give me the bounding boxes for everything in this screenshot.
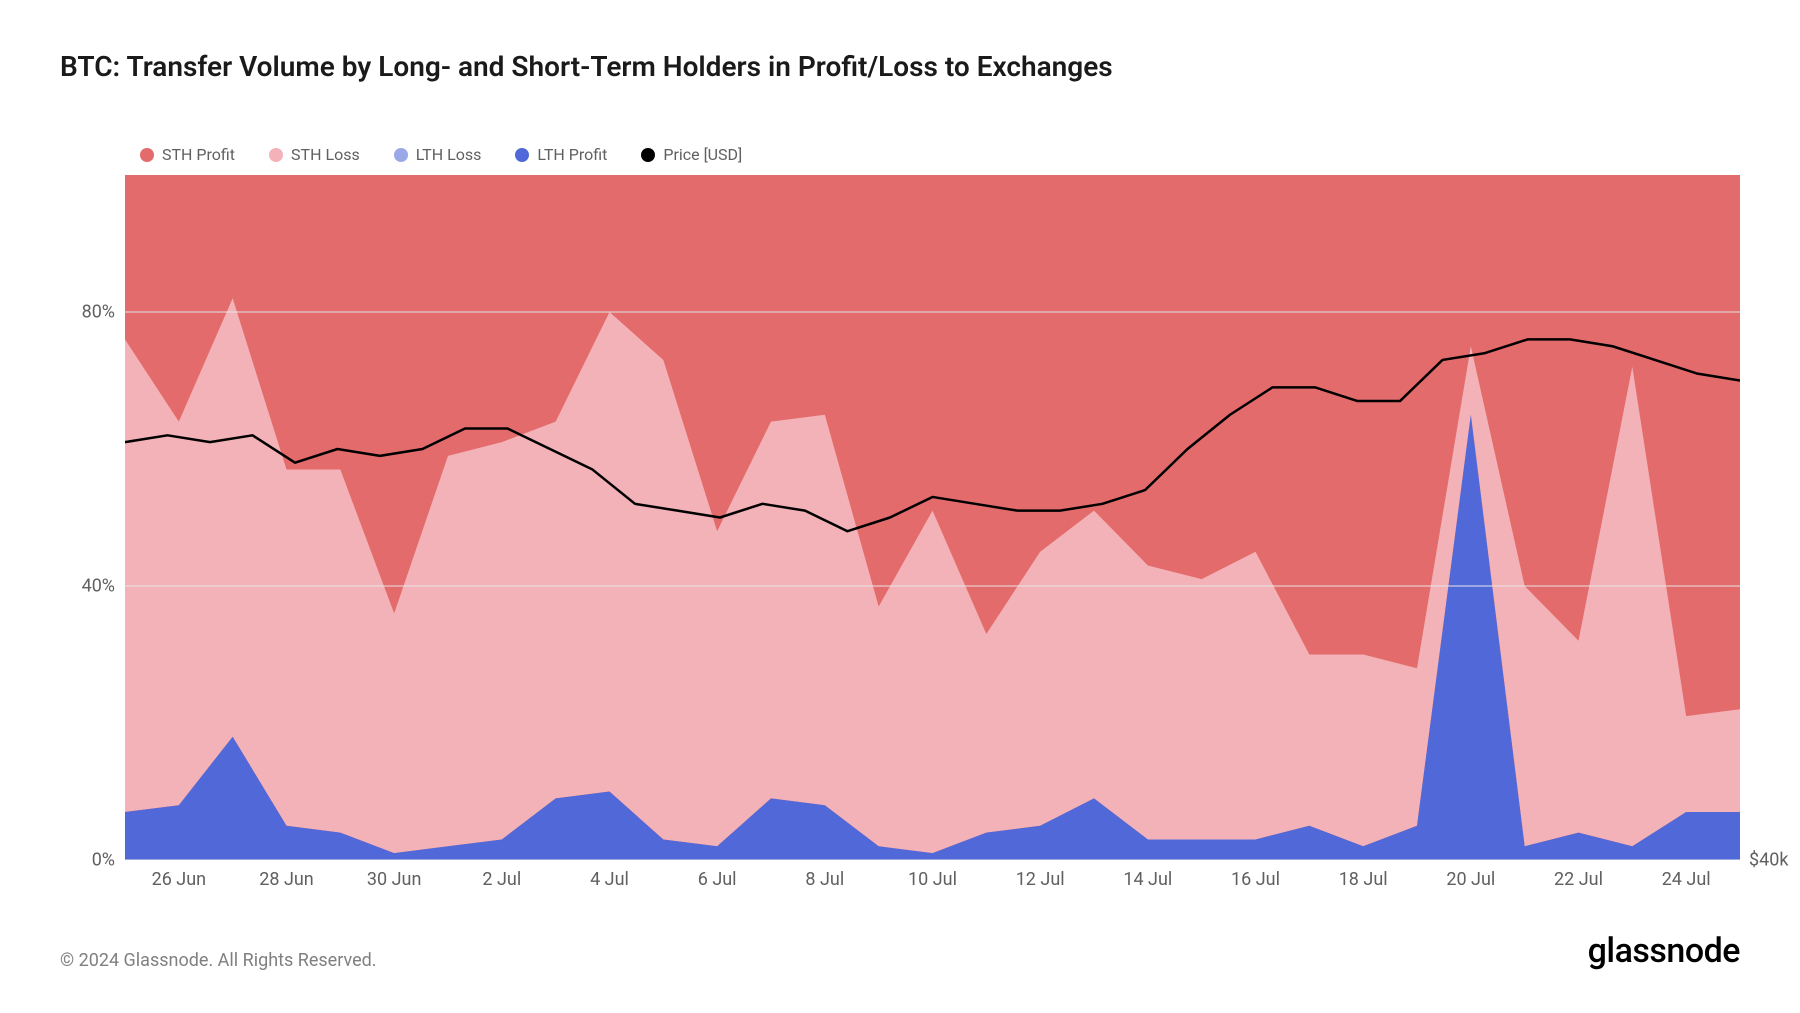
chart-title: BTC: Transfer Volume by Long- and Short-… (60, 50, 1740, 83)
legend-label: STH Loss (291, 145, 360, 164)
legend-dot-icon (140, 148, 154, 162)
chart-container: BTC: Transfer Volume by Long- and Short-… (0, 0, 1800, 1013)
x-axis-tick-label: 28 Jun (259, 869, 314, 890)
y-axis-tick-label: 80% (82, 302, 115, 323)
x-axis-tick-label: 2 Jul (482, 869, 521, 890)
x-axis-tick-label: 26 Jun (152, 869, 207, 890)
legend-item-lth-profit: LTH Profit (515, 145, 607, 164)
legend-item-sth-profit: STH Profit (140, 145, 235, 164)
copyright-text: © 2024 Glassnode. All Rights Reserved. (60, 950, 377, 971)
x-axis-tick-label: 22 Jul (1554, 869, 1603, 890)
x-axis-tick-label: 20 Jul (1446, 869, 1495, 890)
legend-label: Price [USD] (663, 145, 742, 164)
x-axis-tick-label: 16 Jul (1231, 869, 1280, 890)
legend-label: STH Profit (162, 145, 235, 164)
legend-label: LTH Profit (537, 145, 607, 164)
x-axis-tick-label: 18 Jul (1339, 869, 1388, 890)
legend-item-lth-loss: LTH Loss (394, 145, 482, 164)
legend: STH Profit STH Loss LTH Loss LTH Profit … (140, 145, 742, 164)
legend-item-price: Price [USD] (641, 145, 742, 164)
x-axis-tick-label: 10 Jul (908, 869, 957, 890)
x-axis-tick-label: 12 Jul (1016, 869, 1065, 890)
x-axis-tick-label: 24 Jul (1662, 869, 1711, 890)
y-axis-tick-label: 40% (82, 576, 115, 597)
y2-axis-tick-label: $40k (1749, 850, 1788, 871)
x-axis-tick-label: 8 Jul (805, 869, 844, 890)
chart-svg (125, 175, 1740, 860)
y-axis-tick-label: 0% (92, 850, 115, 871)
x-axis-tick-label: 4 Jul (590, 869, 629, 890)
legend-dot-icon (515, 148, 529, 162)
legend-dot-icon (641, 148, 655, 162)
x-axis-tick-label: 30 Jun (367, 869, 422, 890)
legend-dot-icon (394, 148, 408, 162)
x-axis-tick-label: 6 Jul (698, 869, 737, 890)
chart-plot-area: 0%40%80%$40k26 Jun28 Jun30 Jun2 Jul4 Jul… (125, 175, 1740, 860)
brand-logo: glassnode (1588, 931, 1740, 971)
footer: © 2024 Glassnode. All Rights Reserved. g… (60, 931, 1740, 971)
legend-dot-icon (269, 148, 283, 162)
legend-label: LTH Loss (416, 145, 482, 164)
x-axis-tick-label: 14 Jul (1123, 869, 1172, 890)
legend-item-sth-loss: STH Loss (269, 145, 360, 164)
